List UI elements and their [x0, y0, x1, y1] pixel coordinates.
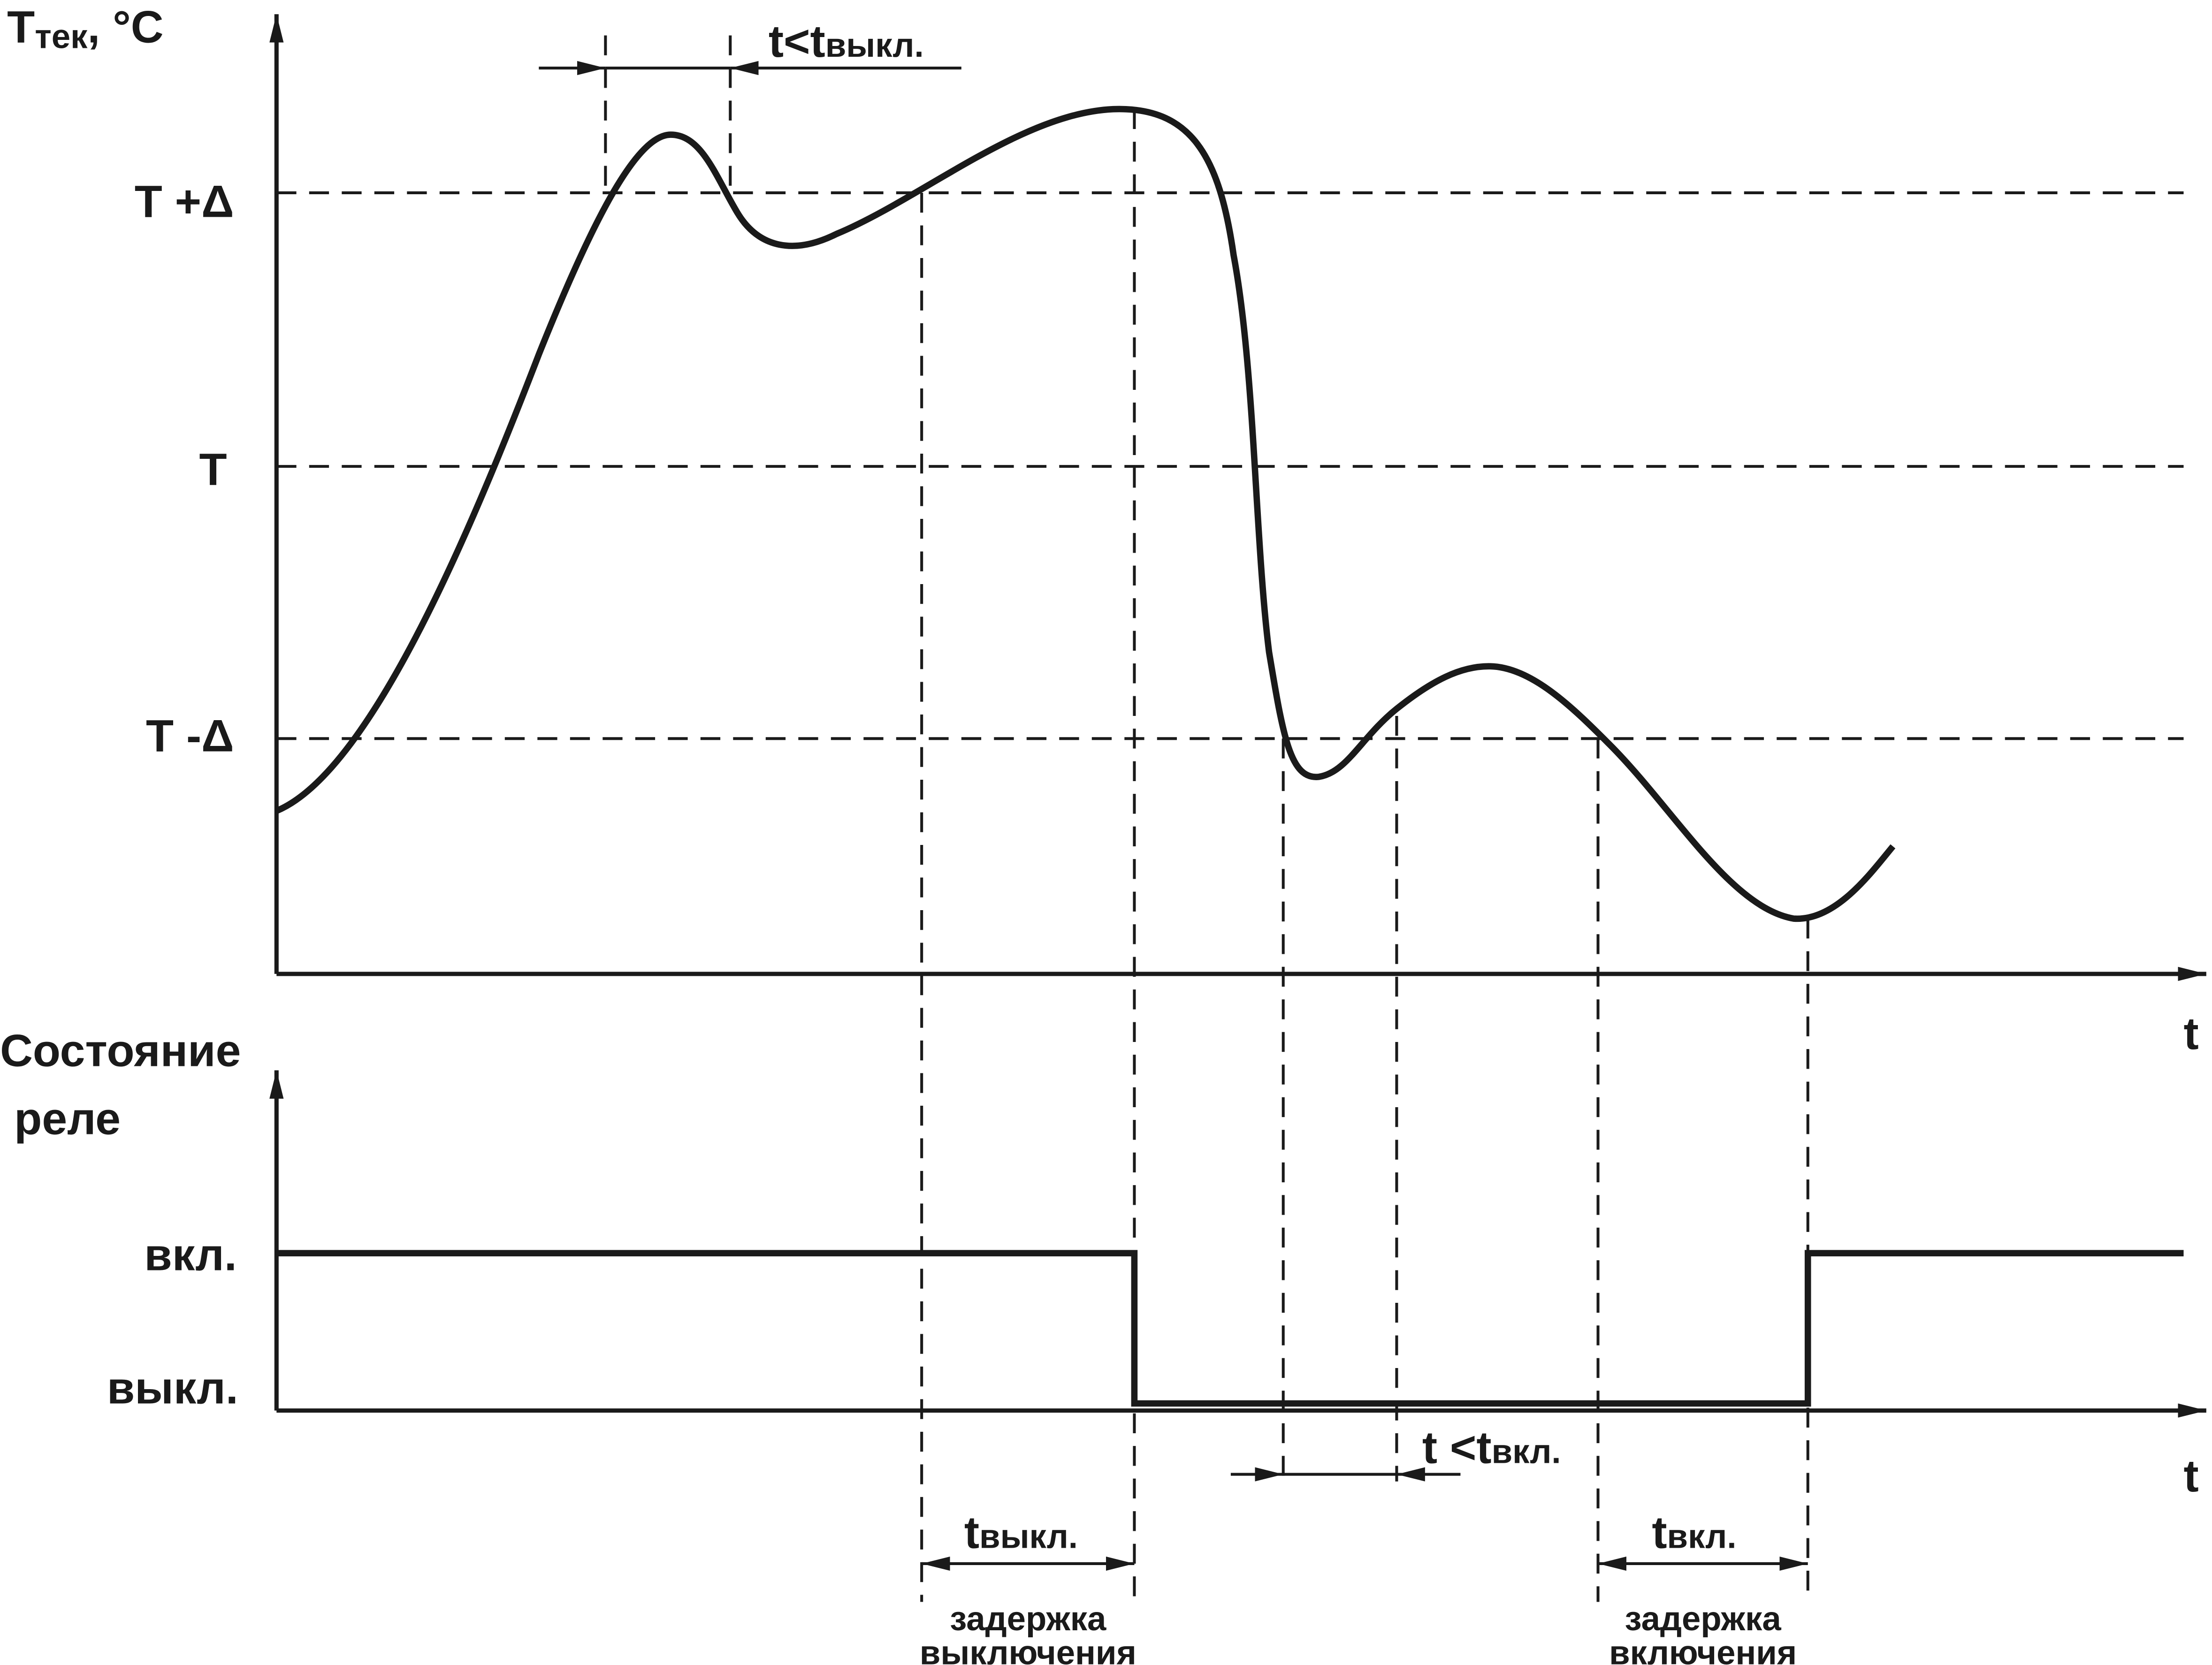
relay-on-label: вкл. [144, 1229, 236, 1280]
subscript: выкл. [825, 26, 924, 64]
unit: , °C [87, 2, 163, 53]
temperature-axis-title: Tтек, °C [7, 2, 163, 56]
off-delay-label: tвыкл. [964, 1507, 1078, 1558]
time-axis-label: t [2184, 1451, 2199, 1501]
symbol: t <t [1422, 1422, 1492, 1473]
level-label: T -Δ [146, 711, 234, 761]
on-delay-label: tвкл. [1652, 1507, 1736, 1558]
subscript: вкл. [1492, 1432, 1561, 1470]
time-axis-label: t [2184, 1008, 2199, 1059]
symbol: t [1652, 1507, 1667, 1558]
subscript: вкл. [1667, 1518, 1737, 1556]
caption: задержка [950, 1600, 1106, 1638]
caption: выключения [920, 1634, 1137, 1665]
relay-state-line [276, 1250, 2184, 1407]
caption: включения [1609, 1634, 1797, 1665]
short-off-label: t<tвыкл. [769, 16, 924, 67]
relay-axis-title: реле [14, 1093, 121, 1144]
symbol: t<t [769, 16, 825, 67]
level-label: T +Δ [135, 176, 234, 227]
symbol: t [964, 1507, 979, 1558]
relay-axis-title: Состояние [0, 1025, 241, 1076]
level-label: T [199, 444, 227, 494]
symbol: T [7, 2, 35, 53]
caption: задержка [1625, 1600, 1782, 1638]
subscript: тек [35, 18, 88, 56]
short-on-label: t <tвкл. [1422, 1422, 1561, 1473]
temperature-curve [275, 106, 1896, 922]
subscript: выкл. [979, 1518, 1078, 1556]
relay-off-label: выкл. [107, 1362, 238, 1413]
